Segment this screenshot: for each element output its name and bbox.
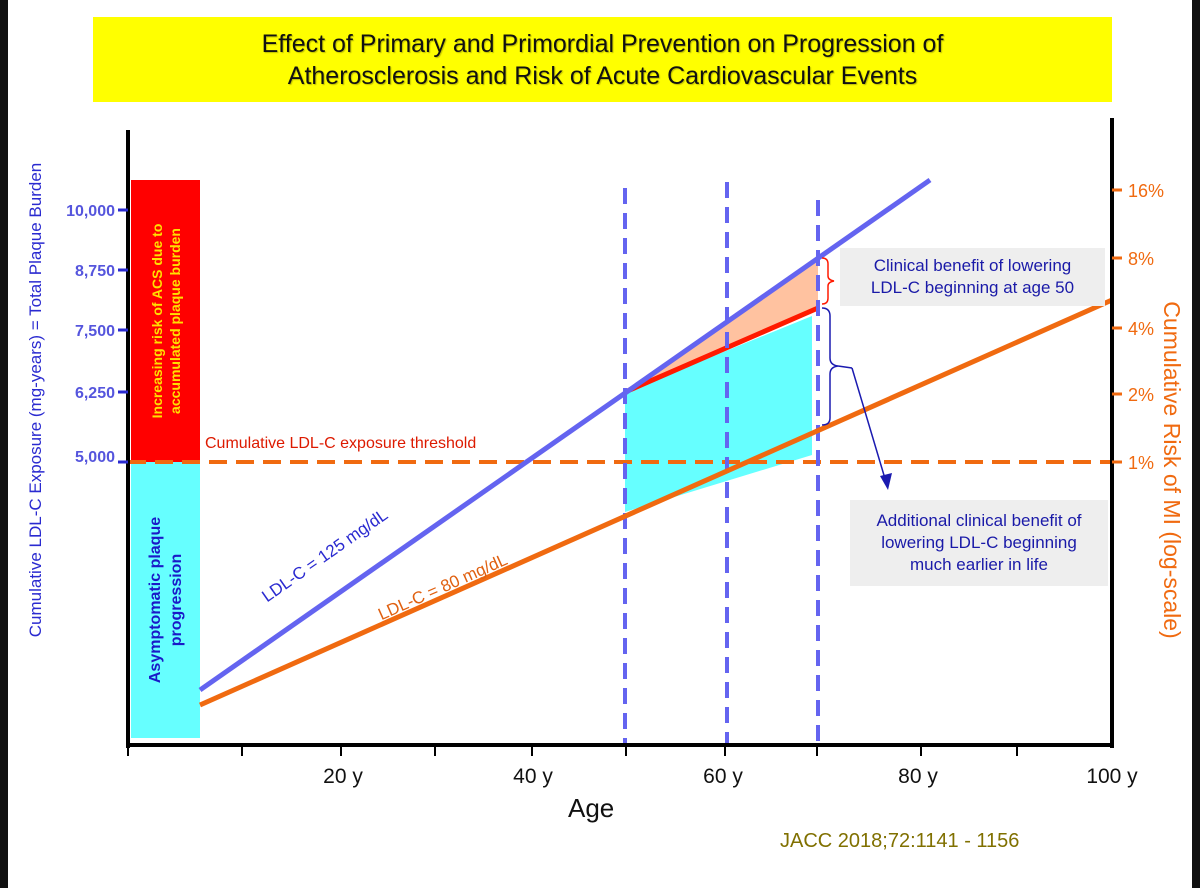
zone-asymptomatic	[131, 462, 200, 738]
zone-acs-risk	[131, 180, 200, 462]
y-tick-label: 5,000	[75, 449, 115, 466]
arrow-shaft	[851, 367, 887, 483]
bracket-early	[821, 307, 839, 426]
x-tick-label: 60 y	[703, 765, 743, 788]
zone-upper-line1: Increasing risk of ACS due to	[149, 224, 165, 419]
series-ldl-80-label: LDL-C = 80 mg/dL	[375, 550, 510, 624]
zone-lower-line1: Asymptomatic plaque	[147, 517, 164, 683]
zone-upper-line2: accumulated plaque burden	[167, 228, 183, 414]
x-axis-label: Age	[568, 793, 615, 823]
left-border	[0, 0, 8, 888]
callout-line: Additional clinical benefit of	[876, 511, 1082, 530]
x-tick-label: 80 y	[898, 765, 938, 788]
title-line-2: Atherosclerosis and Risk of Acute Cardio…	[287, 61, 918, 90]
y-tick-label: 10,000	[66, 203, 115, 220]
x-axis-ticks	[127, 745, 1018, 756]
y-left-ticks	[118, 208, 128, 464]
arrow-shaft-start	[837, 365, 853, 369]
treated-line-red	[624, 305, 819, 395]
y2-tick-label: 2%	[1128, 385, 1154, 405]
series-ldl-80-line	[198, 297, 1114, 708]
y2-tick-label: 1%	[1128, 453, 1154, 473]
y2-tick-label: 4%	[1128, 319, 1154, 339]
callout-benefit-early: Additional clinical benefit of lowering …	[850, 500, 1108, 586]
x-tick-label: 100 y	[1086, 765, 1138, 788]
series-ldl-125-label: LDL-C = 125 mg/dL	[258, 505, 391, 606]
y2-tick-label: 16%	[1128, 181, 1164, 201]
callout-line: Clinical benefit of lowering	[873, 256, 1072, 275]
y-tick-label: 6,250	[75, 385, 115, 402]
y-tick-label: 7,500	[75, 323, 115, 340]
y2-tick-label: 8%	[1128, 249, 1154, 269]
arrow-head-icon	[880, 473, 892, 490]
chart-title: Effect of Primary and Primordial Prevent…	[93, 17, 1112, 102]
callout-line: lowering LDL-C beginning	[881, 533, 1077, 552]
callout-line: LDL-C beginning at age 50	[870, 278, 1075, 297]
y2-axis-label: Cumulative Risk of MI (log-scale)	[1159, 301, 1185, 638]
y-tick-label: 8,750	[75, 263, 115, 280]
x-tick-label: 20 y	[323, 765, 363, 788]
series-ldl-125-line	[198, 177, 932, 693]
right-border	[1192, 0, 1200, 888]
x-tick-label: 40 y	[513, 765, 553, 788]
citation: JACC 2018;72:1141 - 1156	[780, 830, 1020, 852]
y-axis-label: Cumulative LDL-C Exposure (mg-years) = T…	[26, 163, 45, 638]
y-right-ticks	[1112, 188, 1122, 464]
callout-line: much earlier in life	[910, 555, 1048, 574]
title-line-1: Effect of Primary and Primordial Prevent…	[261, 29, 944, 58]
threshold-label: Cumulative LDL-C exposure threshold	[205, 435, 476, 452]
callout-benefit-age50: Clinical benefit of lowering LDL-C begin…	[840, 248, 1105, 306]
zone-lower-line2: progression	[168, 554, 185, 646]
bracket-age50	[821, 257, 835, 305]
